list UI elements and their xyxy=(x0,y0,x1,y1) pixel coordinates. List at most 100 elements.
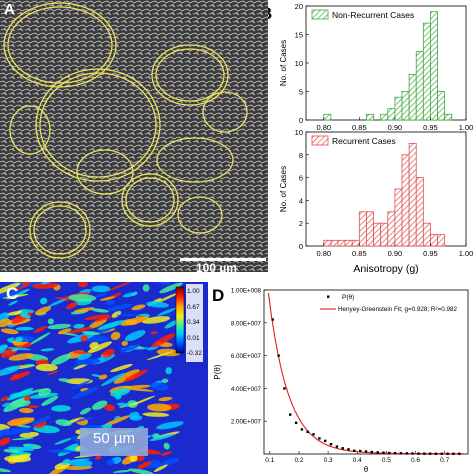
map-streak xyxy=(95,292,108,298)
map-streak xyxy=(103,415,130,427)
panel-a-scale-label: 100 µm xyxy=(196,261,237,272)
map-streak xyxy=(98,374,108,380)
data-point xyxy=(452,452,455,455)
map-streak xyxy=(0,365,21,376)
legend-label: P(θ) xyxy=(342,294,354,301)
map-streak xyxy=(19,431,40,438)
data-point xyxy=(458,452,461,455)
histogram-bar xyxy=(387,108,396,121)
x-tick-label: 1.00 xyxy=(459,123,474,132)
panel-c-colormap: C 1.00 0.67 0.34 0.01 -0.32 50 µm xyxy=(0,282,208,474)
x-tick-label: 0.5 xyxy=(382,457,391,464)
map-streak xyxy=(104,404,115,412)
colorbar-tick: 0.67 xyxy=(187,303,200,311)
data-point xyxy=(289,413,292,416)
colorbar-tick: 0.34 xyxy=(187,319,200,326)
legend-swatch xyxy=(311,135,329,146)
data-point xyxy=(428,452,432,455)
map-streak xyxy=(0,328,19,335)
histogram-bar xyxy=(380,222,389,247)
map-streak xyxy=(73,363,88,370)
histogram-bar xyxy=(387,211,396,247)
y-tick-label: 0 xyxy=(299,242,303,251)
map-streak xyxy=(128,468,154,474)
map-streak xyxy=(65,302,78,310)
map-streak xyxy=(38,388,52,397)
map-streak xyxy=(0,290,22,299)
x-tick-label: 0.95 xyxy=(423,123,438,132)
x-tick-label: 1.00 xyxy=(459,249,474,258)
y-tick-label: 0 xyxy=(299,116,303,125)
anisotropy-map xyxy=(0,282,208,474)
data-point xyxy=(271,318,274,321)
map-streak xyxy=(116,314,140,317)
legend-marker xyxy=(327,295,330,298)
map-streak xyxy=(105,299,115,306)
map-streak xyxy=(67,327,93,334)
map-streak xyxy=(77,282,88,288)
y-axis-label: No. of Cases xyxy=(279,166,288,212)
map-streak xyxy=(54,297,71,300)
x-tick-label: 0.2 xyxy=(294,457,303,464)
x-tick-label: 0.3 xyxy=(324,457,333,464)
map-streak xyxy=(111,310,122,318)
map-streak xyxy=(41,282,52,285)
plot-frame xyxy=(263,289,469,455)
x-tick-label: 0.6 xyxy=(411,457,420,464)
map-streak xyxy=(107,282,133,292)
map-streak xyxy=(48,449,73,453)
map-streak xyxy=(124,330,146,342)
map-streak xyxy=(149,434,174,442)
map-streak xyxy=(2,293,29,299)
data-point xyxy=(347,448,350,451)
legend-label: Henyey-Greenstein Fit; g=0.928; R²=0.982 xyxy=(338,306,458,313)
x-tick-label: 0.4 xyxy=(353,457,362,464)
map-streak xyxy=(158,396,173,402)
map-streak xyxy=(153,464,168,473)
map-streak xyxy=(129,395,156,407)
panel-b-histograms: 0 5 10 15 20 0.80 0.85 0.90 0.95 1.00 No. of Cases… xyxy=(268,0,474,282)
map-streak xyxy=(62,458,70,466)
map-streak xyxy=(0,428,11,438)
panel-d-phase-function: 2.00E+007 4.00E+007 6.00E+007 8.00E+007 1.00… xyxy=(208,282,474,474)
x-axis-label: θ xyxy=(364,465,369,474)
map-streak xyxy=(73,323,85,329)
map-streak xyxy=(99,296,115,301)
data-point xyxy=(417,452,420,455)
y-tick-label: 5 xyxy=(299,88,303,97)
map-streak xyxy=(149,382,169,391)
data-point xyxy=(405,452,408,455)
map-streak xyxy=(84,314,111,320)
map-streak xyxy=(123,369,148,382)
map-streak xyxy=(12,437,34,441)
map-streak xyxy=(57,328,72,335)
map-streak xyxy=(51,353,72,366)
map-streak xyxy=(28,332,51,346)
map-streak xyxy=(87,341,112,354)
map-streak xyxy=(19,407,34,414)
map-streak xyxy=(58,378,71,383)
gland-outlines xyxy=(3,2,248,259)
map-streak xyxy=(161,457,180,466)
histogram-bar xyxy=(351,239,360,247)
micrograph-image xyxy=(0,0,268,272)
map-streak xyxy=(9,371,31,381)
x-tick-label: 0.85 xyxy=(352,249,367,258)
map-streak xyxy=(129,455,138,462)
x-tick-label: 0.7 xyxy=(440,457,449,464)
histogram-bar xyxy=(408,74,417,121)
panel-c-scale-label: 50 µm xyxy=(93,430,135,447)
y-tick-label: 2.00E+007 xyxy=(231,419,262,426)
y-axis-label: P(θ) xyxy=(213,364,222,379)
panel-b-label: B xyxy=(268,4,272,24)
histogram-bar xyxy=(437,234,446,247)
histogram-bar xyxy=(437,91,446,121)
map-streak xyxy=(15,336,23,343)
data-point xyxy=(388,451,391,455)
map-streak xyxy=(110,388,131,397)
map-streak xyxy=(90,308,109,313)
colorbar-tick: -0.32 xyxy=(187,350,202,357)
map-streak xyxy=(55,419,72,427)
histogram-bar xyxy=(444,113,453,121)
